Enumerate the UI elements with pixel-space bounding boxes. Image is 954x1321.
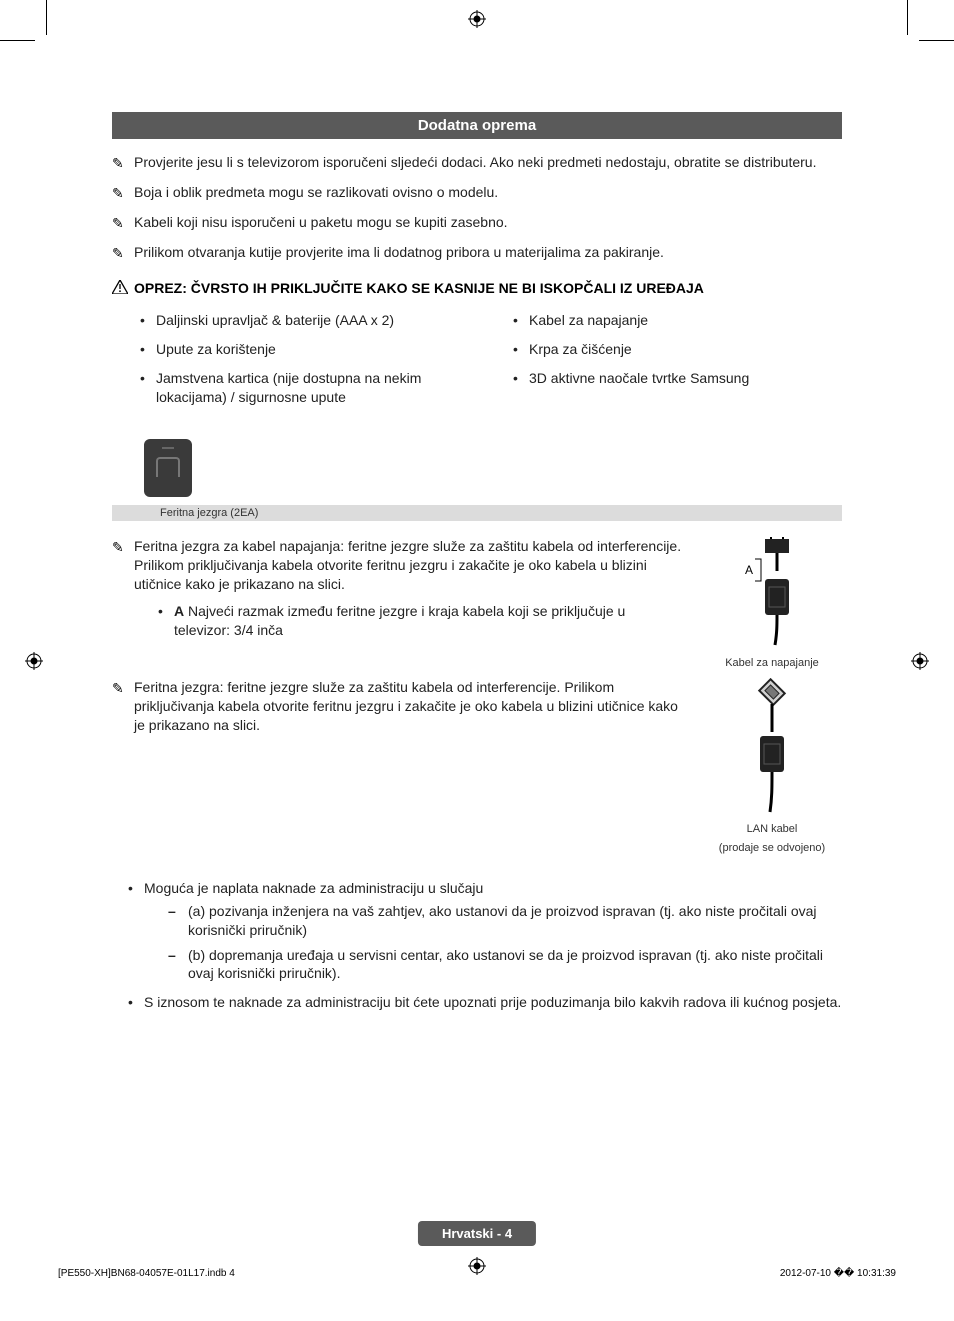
note-text: Kabeli koji nisu isporučeni u paketu mog… bbox=[134, 213, 842, 232]
note-text: Boja i oblik predmeta mogu se razlikovat… bbox=[134, 183, 842, 202]
figure-caption-2: (prodaje se odvojeno) bbox=[719, 841, 825, 855]
figure-caption: Kabel za napajanje bbox=[725, 656, 819, 670]
accessories-list-right: Kabel za napajanje Krpa za čišćenje 3D a… bbox=[485, 311, 842, 388]
registration-mark-icon bbox=[25, 652, 43, 670]
note-icon: ✎ bbox=[112, 153, 134, 173]
figure-caption-1: LAN kabel bbox=[747, 822, 798, 836]
admin-item-a: (a) pozivanja inženjera na vaš zahtjev, … bbox=[168, 902, 842, 940]
note-text: Prilikom otvaranja kutije provjerite ima… bbox=[134, 243, 842, 262]
note-icon: ✎ bbox=[112, 678, 134, 698]
accessories-list-left: Daljinski upravljač & baterije (AAA x 2)… bbox=[112, 311, 469, 407]
list-item: Jamstvena kartica (nije dostupna na neki… bbox=[140, 369, 469, 407]
ferrite-label-bar: Feritna jezgra (2EA) bbox=[112, 505, 842, 521]
registration-mark-icon bbox=[468, 1257, 486, 1275]
page-content: Dodatna oprema ✎ Provjerite jesu li s te… bbox=[112, 112, 842, 1022]
caution-text: OPREZ: ČVRSTO IH PRIKLJUČITE KAKO SE KAS… bbox=[134, 279, 842, 298]
list-item: Daljinski upravljač & baterije (AAA x 2) bbox=[140, 311, 469, 330]
note-icon: ✎ bbox=[112, 183, 134, 203]
admin-outro: S iznosom te naknade za administraciju b… bbox=[128, 993, 842, 1012]
registration-mark-icon bbox=[911, 652, 929, 670]
ferrite-note-2: Feritna jezgra: feritne jezgre služe za … bbox=[134, 678, 682, 735]
admin-item-b: (b) dopremanja uređaja u servisni centar… bbox=[168, 946, 842, 984]
caution-icon bbox=[112, 279, 134, 294]
note-icon: ✎ bbox=[112, 243, 134, 263]
page-footer-badge: Hrvatski - 4 bbox=[418, 1221, 536, 1246]
note-text: Provjerite jesu li s televizorom isporuč… bbox=[134, 153, 842, 172]
ferrite-note-1: Feritna jezgra za kabel napajanja: ferit… bbox=[134, 538, 681, 592]
sub-bullet-text: Najveći razmak između feritne jezgre i k… bbox=[174, 603, 625, 638]
sub-bullet-item: A Najveći razmak između feritne jezgre i… bbox=[158, 602, 682, 640]
svg-text:A: A bbox=[745, 563, 753, 577]
ferrite-core-image bbox=[144, 439, 842, 497]
lan-cable-figure bbox=[727, 678, 817, 818]
power-cable-figure: A bbox=[727, 537, 817, 652]
section-header: Dodatna oprema bbox=[112, 112, 842, 139]
list-item: Upute za korištenje bbox=[140, 340, 469, 359]
note-icon: ✎ bbox=[112, 213, 134, 233]
label-a: A bbox=[174, 603, 184, 619]
list-item: Krpa za čišćenje bbox=[513, 340, 842, 359]
admin-intro: Moguća je naplata naknade za administrac… bbox=[128, 879, 842, 983]
footer-right-text: 2012-07-10 �� 10:31:39 bbox=[780, 1268, 896, 1279]
list-item: Kabel za napajanje bbox=[513, 311, 842, 330]
registration-mark-icon bbox=[468, 10, 486, 28]
list-item: 3D aktivne naočale tvrtke Samsung bbox=[513, 369, 842, 388]
footer-left-text: [PE550-XH]BN68-04057E-01L17.indb 4 bbox=[58, 1268, 235, 1279]
note-icon: ✎ bbox=[112, 537, 134, 557]
